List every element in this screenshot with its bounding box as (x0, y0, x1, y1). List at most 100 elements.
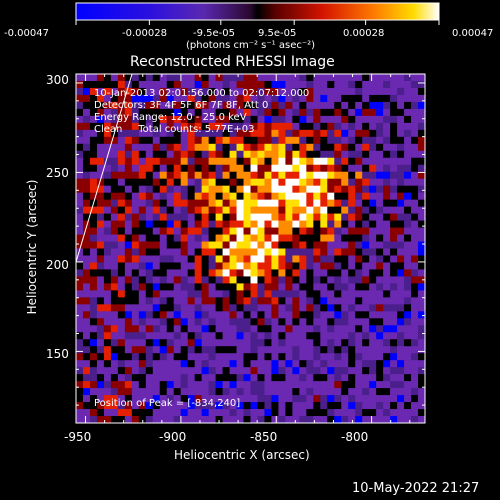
heatmap-cell (362, 346, 370, 354)
heatmap-cell (320, 206, 328, 215)
heatmap-cell (264, 234, 272, 243)
heatmap-cell (404, 115, 412, 124)
heatmap-cell (194, 381, 203, 389)
heatmap-cell (278, 255, 286, 263)
heatmap-cell (292, 213, 300, 222)
heatmap-cell (208, 206, 217, 215)
heatmap-cell (215, 304, 224, 312)
heatmap-cell (201, 185, 210, 194)
heatmap-cell (362, 311, 370, 319)
heatmap-cell (390, 192, 398, 201)
heatmap-cell (82, 80, 91, 89)
heatmap-cell (250, 87, 258, 96)
heatmap-cell (229, 332, 238, 340)
heatmap-cell (411, 206, 419, 215)
heatmap-cell (285, 304, 293, 312)
heatmap-cell (236, 353, 245, 361)
heatmap-cell (89, 360, 98, 368)
heatmap-cell (397, 213, 405, 222)
heatmap-cell (292, 255, 300, 263)
heatmap-cell (369, 185, 377, 194)
heatmap-cell (355, 213, 363, 222)
heatmap-cell (89, 164, 98, 173)
heatmap-cell (327, 332, 335, 340)
heatmap-cell (418, 283, 426, 291)
heatmap-cell (208, 143, 217, 152)
heatmap-cell (306, 395, 314, 403)
heatmap-cell (89, 129, 98, 138)
heatmap-cell (222, 381, 231, 389)
heatmap-cell (264, 87, 272, 96)
heatmap-cell (243, 374, 251, 382)
heatmap-cell (208, 339, 217, 347)
heatmap-cell (327, 346, 335, 354)
heatmap-cell (313, 283, 321, 291)
heatmap-cell (180, 381, 189, 389)
heatmap-cell (131, 318, 140, 326)
heatmap-cell (131, 108, 140, 117)
heatmap-cell (159, 74, 168, 82)
heatmap-cell (201, 157, 210, 166)
heatmap-cell (138, 234, 147, 243)
heatmap-cell (103, 360, 112, 368)
heatmap-cell (292, 269, 300, 277)
heatmap-cell (292, 276, 300, 284)
heatmap-cell (187, 353, 196, 361)
heatmap-cell (131, 374, 140, 382)
heatmap-cell (355, 255, 363, 263)
heatmap-cell (180, 339, 189, 347)
heatmap-cell (348, 318, 356, 326)
heatmap-cell (313, 374, 321, 382)
heatmap-cell (208, 304, 217, 312)
heatmap-cell (257, 199, 265, 208)
heatmap-cell (117, 171, 126, 180)
heatmap-cell (173, 381, 182, 389)
y-axis-label: Heliocentric Y (arcsec) (25, 179, 39, 315)
heatmap-cell (418, 115, 426, 124)
heatmap-cell (306, 409, 314, 417)
heatmap-cell (124, 290, 133, 298)
heatmap-cell (292, 353, 300, 361)
heatmap-cell (138, 402, 147, 410)
heatmap-cell (306, 332, 314, 340)
heatmap-cell (369, 416, 377, 424)
heatmap-cell (320, 143, 328, 152)
heatmap-cell (397, 220, 405, 229)
heatmap-cell (96, 80, 105, 89)
heatmap-cell (131, 199, 140, 208)
heatmap-cell (201, 74, 210, 82)
heatmap-cell (159, 290, 168, 298)
heatmap-cell (187, 164, 196, 173)
heatmap-cell (152, 318, 161, 326)
heatmap-cell (152, 304, 161, 312)
heatmap-cell (82, 283, 91, 291)
heatmap-cell (313, 164, 321, 173)
heatmap-cell (138, 395, 147, 403)
heatmap-cell (76, 262, 84, 270)
heatmap-cell (187, 332, 196, 340)
heatmap-cell (383, 185, 391, 194)
heatmap-cell (215, 94, 224, 103)
heatmap-cell (201, 395, 210, 403)
heatmap-cell (285, 311, 293, 319)
heatmap-cell (208, 283, 217, 291)
heatmap-cell (215, 367, 224, 375)
heatmap-cell (194, 388, 203, 396)
heatmap-cell (320, 353, 328, 361)
heatmap-cell (89, 220, 98, 229)
heatmap-cell (82, 122, 91, 131)
heatmap-cell (96, 101, 105, 110)
heatmap-cell (215, 416, 224, 424)
heatmap-cell (348, 129, 356, 138)
heatmap-cell (390, 416, 398, 424)
heatmap-cell (201, 143, 210, 152)
heatmap-cell (89, 234, 98, 243)
heatmap-cell (222, 157, 231, 166)
heatmap-cell (222, 164, 231, 173)
heatmap-cell (285, 129, 293, 138)
heatmap-cell (397, 234, 405, 243)
heatmap-cell (404, 346, 412, 354)
heatmap-cell (236, 255, 245, 263)
heatmap-cell (194, 318, 203, 326)
heatmap-cell (250, 339, 258, 347)
